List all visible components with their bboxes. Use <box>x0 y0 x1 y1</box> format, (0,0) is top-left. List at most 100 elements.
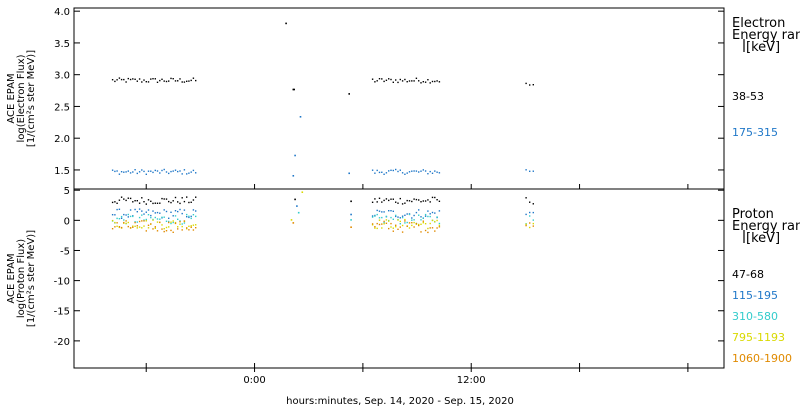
data-point <box>190 171 192 173</box>
data-point <box>424 170 427 172</box>
data-point <box>150 170 152 172</box>
data-point <box>152 228 154 230</box>
data-point <box>395 226 397 228</box>
data-point <box>388 210 390 212</box>
data-point <box>424 215 427 217</box>
data-point <box>413 80 415 82</box>
data-point <box>192 169 195 172</box>
data-point <box>418 199 420 201</box>
data-point <box>134 208 136 211</box>
data-point <box>397 81 399 84</box>
data-point <box>120 78 123 81</box>
data-point <box>385 79 388 81</box>
data-point <box>138 220 141 223</box>
data-point <box>427 173 429 175</box>
data-point <box>116 202 118 204</box>
data-point <box>172 231 174 233</box>
data-point <box>181 225 183 228</box>
y-tick-label: 4.0 <box>54 7 70 18</box>
data-point <box>413 219 415 221</box>
data-point <box>156 170 159 172</box>
data-point <box>429 201 431 203</box>
data-point <box>174 169 177 171</box>
legend-entry: 175-315 <box>732 126 778 139</box>
data-point <box>127 221 129 224</box>
data-point <box>374 226 376 228</box>
data-point <box>147 227 150 229</box>
data-point <box>163 230 165 233</box>
data-point <box>152 78 154 80</box>
data-point <box>145 230 147 232</box>
data-point <box>154 216 156 219</box>
data-point <box>152 210 154 212</box>
data-point <box>429 170 431 173</box>
data-point <box>348 172 350 175</box>
data-point <box>376 80 378 82</box>
data-point <box>192 229 195 231</box>
data-point <box>141 169 143 171</box>
data-point <box>371 201 374 203</box>
data-point <box>143 201 145 203</box>
data-point <box>290 219 293 221</box>
data-point <box>532 211 534 214</box>
data-point <box>132 78 134 80</box>
data-point <box>292 175 295 177</box>
data-point <box>134 169 136 171</box>
data-point <box>138 78 141 80</box>
data-point <box>401 231 404 233</box>
data-point <box>150 214 152 217</box>
data-point <box>374 81 376 83</box>
data-point <box>123 198 125 200</box>
data-point <box>434 212 436 214</box>
data-point <box>374 227 376 229</box>
data-point <box>301 191 304 193</box>
data-point <box>376 227 378 230</box>
data-point <box>154 78 156 80</box>
data-point <box>390 198 392 200</box>
data-point <box>177 201 179 203</box>
data-point <box>132 171 134 173</box>
data-point <box>114 80 116 83</box>
series-175-315 <box>111 116 534 177</box>
data-point <box>132 201 134 203</box>
data-point <box>116 225 118 227</box>
data-point <box>385 198 388 200</box>
data-point <box>170 201 172 204</box>
data-point <box>114 201 116 203</box>
data-point <box>170 170 172 173</box>
data-point <box>190 79 192 82</box>
data-point <box>152 202 154 205</box>
data-point <box>177 210 179 213</box>
data-point <box>111 79 114 81</box>
data-point <box>111 201 114 204</box>
data-point <box>438 200 441 202</box>
data-point <box>123 78 125 81</box>
data-point <box>165 210 168 213</box>
data-point <box>374 215 376 217</box>
data-point <box>192 199 195 201</box>
data-point <box>411 217 413 219</box>
data-point <box>147 170 150 172</box>
data-point <box>390 210 392 212</box>
data-point <box>192 209 195 211</box>
data-point <box>381 223 383 225</box>
data-point <box>116 217 118 220</box>
series-38-53 <box>111 22 534 95</box>
data-point <box>134 221 136 223</box>
data-point <box>529 222 531 224</box>
data-point <box>161 216 163 218</box>
data-point <box>188 216 190 219</box>
data-point <box>431 196 434 199</box>
data-point <box>195 79 197 82</box>
legend-entry: 38-53 <box>732 90 764 103</box>
data-point <box>381 216 383 219</box>
data-point <box>436 227 438 229</box>
y-axis-title: log(Electron Flux) <box>16 54 27 142</box>
data-point <box>434 220 436 223</box>
series-1060-1900 <box>111 220 534 234</box>
data-point <box>350 213 352 216</box>
data-point <box>150 200 152 202</box>
data-point <box>118 173 121 175</box>
data-point <box>420 201 422 203</box>
data-point <box>383 80 385 83</box>
